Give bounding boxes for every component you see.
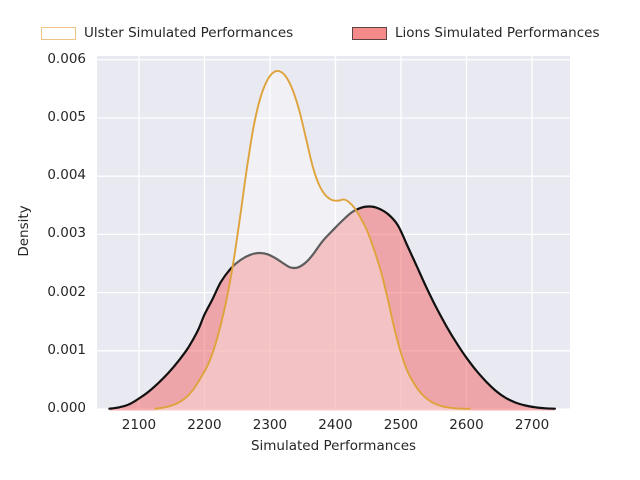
legend-entry-ulster: Ulster Simulated Performances <box>41 25 293 41</box>
x-tick-label: 2400 <box>318 417 353 433</box>
x-tick-label: 2100 <box>121 417 157 433</box>
x-tick-label: 2300 <box>252 417 288 433</box>
series-line-0 <box>108 205 556 410</box>
lions-legend-swatch <box>352 26 387 40</box>
y-tick-label: 0.000 <box>47 400 86 416</box>
series-line-1 <box>154 70 471 410</box>
x-tick-label: 2200 <box>187 417 222 433</box>
y-tick-label: 0.002 <box>47 283 86 300</box>
x-tick-label: 2500 <box>383 417 419 433</box>
y-tick-label: 0.003 <box>47 225 86 242</box>
y-tick-label: 0.005 <box>47 108 86 125</box>
ulster-legend-label: Ulster Simulated Performances <box>84 25 294 41</box>
y-tick-label: 0.001 <box>47 341 86 358</box>
legend-entry-lions: Lions Simulated Performances <box>352 25 600 41</box>
lions-legend-label: Lions Simulated Performances <box>395 25 600 41</box>
series-fill-0 <box>109 206 555 411</box>
y-tick-label: 0.006 <box>47 50 86 67</box>
series-fill-1 <box>155 70 470 411</box>
x-tick-label: 2600 <box>449 417 484 433</box>
x-tick-label: 2700 <box>514 417 550 433</box>
ulster-legend-swatch <box>41 26 76 40</box>
y-axis-label: Density <box>16 205 32 257</box>
y-tick-label: 0.004 <box>47 167 86 184</box>
x-axis-label: Simulated Performances <box>250 438 417 454</box>
